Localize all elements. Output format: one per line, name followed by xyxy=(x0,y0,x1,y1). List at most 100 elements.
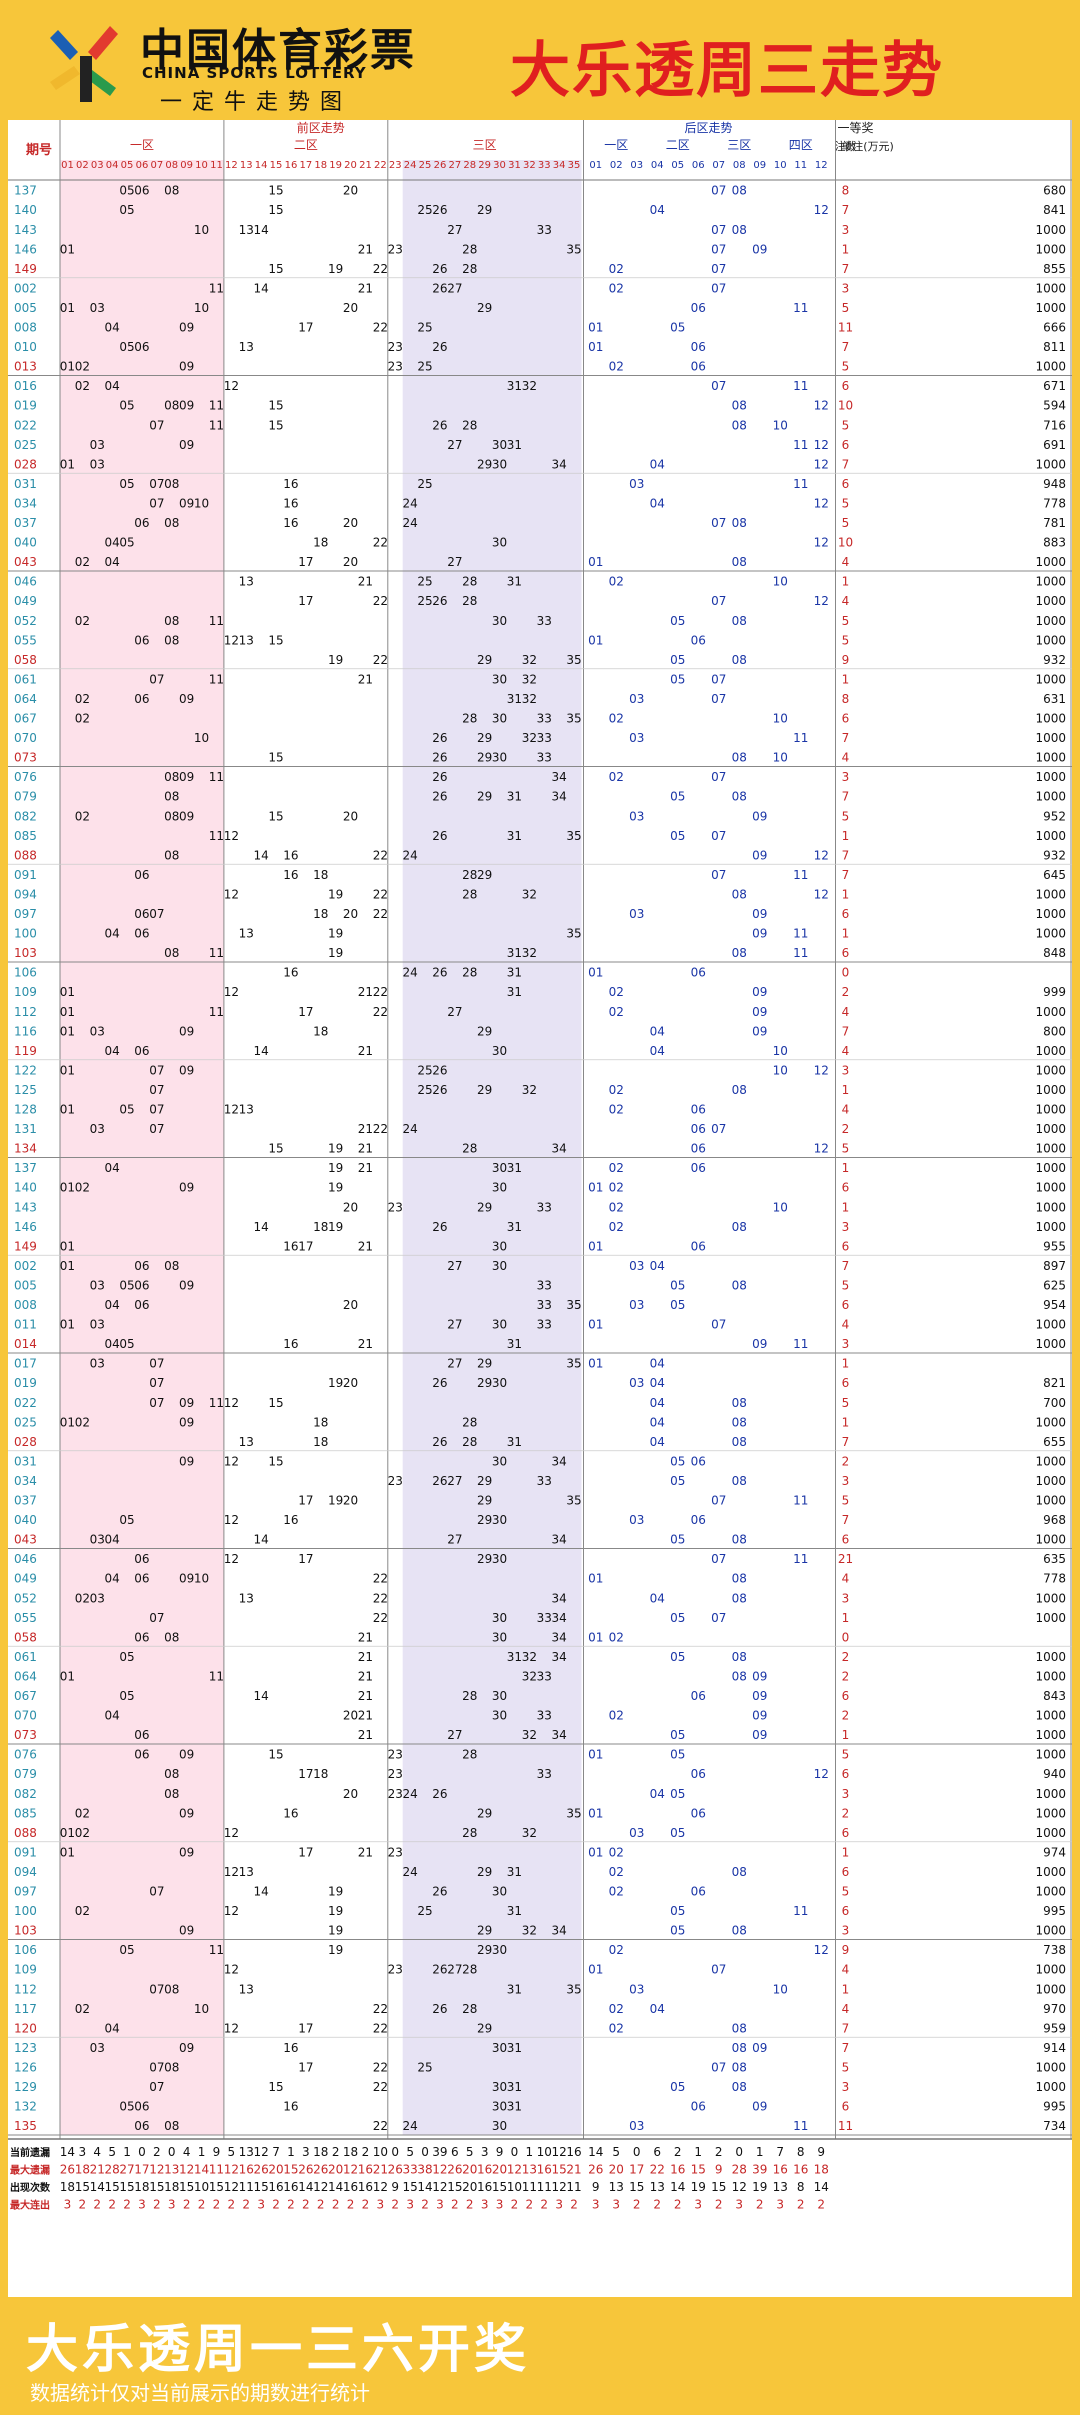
winner-count: 1 xyxy=(842,242,850,256)
back-ball: 05 xyxy=(670,1278,685,1292)
stats-value: 5 xyxy=(228,2145,236,2159)
issue-number: 082 xyxy=(14,809,37,823)
issue-number: 067 xyxy=(14,1689,37,1703)
page-title: 大乐透周三走势 xyxy=(510,36,944,106)
front-ball: 12 xyxy=(224,1865,239,1879)
front-ball: 26 xyxy=(432,1435,447,1449)
front-ball: 28 xyxy=(462,1963,477,1977)
winner-count: 4 xyxy=(842,1005,850,1019)
front-number-header: 16 xyxy=(285,160,298,171)
back-ball: 10 xyxy=(773,751,788,765)
front-ball: 31 xyxy=(507,1337,522,1351)
issue-number: 143 xyxy=(14,1200,37,1214)
issue-number: 088 xyxy=(14,1826,37,1840)
prize-amount: 778 xyxy=(1043,1572,1066,1586)
stats-value: 4 xyxy=(93,2145,101,2159)
front-ball: 09 xyxy=(179,1278,194,1292)
back-ball: 05 xyxy=(670,672,685,686)
stats-value: 14 xyxy=(194,2163,209,2177)
prize-amount: 700 xyxy=(1043,1396,1066,1410)
front-ball: 04 xyxy=(105,1572,120,1586)
front-ball: 03 xyxy=(90,301,105,315)
stats-value: 15 xyxy=(447,2180,462,2194)
stats-value: 12 xyxy=(254,2145,269,2159)
stats-value: 17 xyxy=(629,2163,644,2177)
back-ball: 03 xyxy=(629,1513,644,1527)
front-ball: 06 xyxy=(134,1572,149,1586)
front-ball: 34 xyxy=(552,770,567,784)
front-ball: 12 xyxy=(224,1963,239,1977)
front-ball: 24 xyxy=(403,516,418,530)
issue-number: 106 xyxy=(14,966,37,980)
front-ball: 32 xyxy=(522,653,537,667)
prize-amount: 1000 xyxy=(1035,1924,1066,1938)
back-ball: 05 xyxy=(670,1728,685,1742)
front-ball: 12 xyxy=(224,887,239,901)
front-ball: 32 xyxy=(522,1826,537,1840)
winner-count: 5 xyxy=(842,516,850,530)
stats-value: 5 xyxy=(466,2145,474,2159)
prize-amount: 1000 xyxy=(1035,1865,1066,1879)
front-ball: 21 xyxy=(358,1630,373,1644)
front-ball: 28 xyxy=(462,868,477,882)
front-number-header: 23 xyxy=(389,160,402,171)
front-ball: 09 xyxy=(179,770,194,784)
issue-number: 031 xyxy=(14,477,37,491)
front-number-header: 14 xyxy=(255,160,268,171)
front-ball: 03 xyxy=(90,1533,105,1547)
stats-label: 最大遗漏 xyxy=(10,2164,50,2177)
issue-number: 109 xyxy=(14,985,37,999)
stats-value: 26 xyxy=(254,2163,269,2177)
issue-number: 040 xyxy=(14,1513,37,1527)
back-ball: 07 xyxy=(711,1494,726,1508)
winner-count: 6 xyxy=(842,1826,850,1840)
front-ball: 22 xyxy=(373,1591,388,1605)
back-ball: 01 xyxy=(588,1963,603,1977)
front-ball: 19 xyxy=(328,1494,343,1508)
stats-value: 18 xyxy=(814,2163,829,2177)
back-ball: 11 xyxy=(793,868,808,882)
prize-amount: 948 xyxy=(1043,477,1066,491)
back-ball: 05 xyxy=(670,653,685,667)
front-ball: 05 xyxy=(119,2100,134,2114)
issue-number: 079 xyxy=(14,790,37,804)
stats-value: 2 xyxy=(347,2198,355,2212)
prize-amount: 1000 xyxy=(1035,575,1066,589)
stats-value: 2 xyxy=(391,2198,399,2212)
back-area-header: 后区走势 xyxy=(684,121,732,135)
front-ball: 16 xyxy=(283,516,298,530)
stats-value: 12 xyxy=(313,2180,328,2194)
front-ball: 07 xyxy=(149,2060,164,2074)
issue-number: 055 xyxy=(14,1611,37,1625)
winner-count: 0 xyxy=(842,1630,850,1644)
front-number-header: 28 xyxy=(463,160,476,171)
front-ball: 08 xyxy=(164,1982,179,1996)
prize-amount: 1000 xyxy=(1035,1826,1066,1840)
front-ball: 22 xyxy=(373,887,388,901)
front-ball: 28 xyxy=(462,1689,477,1703)
issue-number: 034 xyxy=(14,1474,37,1488)
back-ball: 05 xyxy=(670,1748,685,1762)
winner-count: 4 xyxy=(842,1318,850,1332)
front-ball: 06 xyxy=(134,1630,149,1644)
back-ball: 02 xyxy=(609,1885,624,1899)
stats-value: 0 xyxy=(735,2145,743,2159)
front-ball: 25 xyxy=(417,2060,432,2074)
front-ball: 12 xyxy=(224,1454,239,1468)
front-ball: 24 xyxy=(403,1122,418,1136)
back-ball: 03 xyxy=(629,1982,644,1996)
front-ball: 27 xyxy=(447,281,462,295)
stats-value: 15 xyxy=(254,2180,269,2194)
front-ball: 22 xyxy=(373,985,388,999)
prize-amount: 1000 xyxy=(1035,1611,1066,1625)
back-ball: 09 xyxy=(752,927,767,941)
stats-value: 1 xyxy=(198,2145,206,2159)
front-ball: 21 xyxy=(358,242,373,256)
winner-count: 3 xyxy=(842,1063,850,1077)
back-zone-label: 一区 xyxy=(604,138,628,152)
front-ball: 18 xyxy=(313,907,328,921)
back-ball: 12 xyxy=(814,496,829,510)
front-ball: 09 xyxy=(179,1454,194,1468)
winner-count: 4 xyxy=(842,1103,850,1117)
back-ball: 08 xyxy=(732,1865,747,1879)
